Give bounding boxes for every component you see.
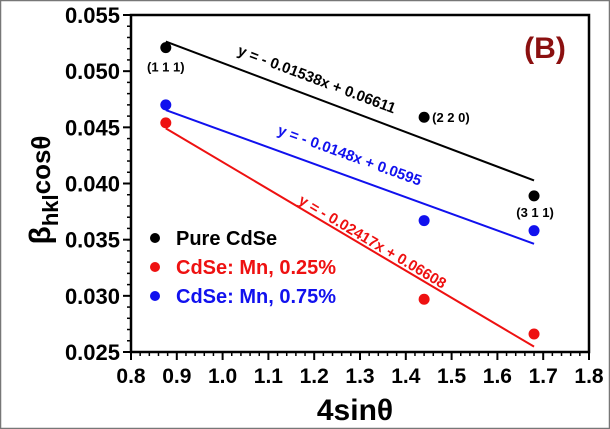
y-tick-label: 0.025 xyxy=(65,340,120,365)
plot-frame xyxy=(129,13,591,354)
data-point xyxy=(528,328,540,340)
legend-label: CdSe: Mn, 0.75% xyxy=(176,286,336,308)
x-tick-label: 0.8 xyxy=(116,365,146,388)
data-point xyxy=(528,190,540,202)
data-point xyxy=(528,225,540,237)
legend-label: Pure CdSe xyxy=(176,228,277,250)
legend-marker xyxy=(150,233,160,243)
data-point xyxy=(160,99,172,111)
x-tick-label: 1.6 xyxy=(483,365,512,388)
x-tick-label: 1.4 xyxy=(391,365,421,388)
x-tick-label: 1.7 xyxy=(529,365,558,388)
data-point xyxy=(160,42,172,54)
panel-label: (B) xyxy=(524,32,566,65)
x-tick-label: 1.0 xyxy=(208,365,237,388)
y-tick-label: 0.055 xyxy=(65,3,120,28)
legend-marker xyxy=(150,291,160,301)
x-axis-label: 4sinθ xyxy=(317,394,393,427)
x-tick-label: 1.3 xyxy=(345,365,374,388)
fit-line xyxy=(165,40,535,182)
x-tick-label: 1.8 xyxy=(574,365,604,388)
legend-label: CdSe: Mn, 0.25% xyxy=(176,257,336,279)
y-axis-label: βhklcosθ xyxy=(24,136,63,245)
point-label: (2 2 0) xyxy=(432,110,470,125)
y-label-subscript: hkl xyxy=(38,194,63,226)
fit-line xyxy=(165,127,535,348)
x-tick-label: 1.5 xyxy=(437,365,467,388)
y-label-cos: cosθ xyxy=(26,136,56,195)
x-tick-label: 1.2 xyxy=(300,365,329,388)
data-point xyxy=(418,293,430,305)
data-point xyxy=(160,117,172,129)
point-label: (1 1 1) xyxy=(147,60,185,75)
svg-text:βhklcosθ: βhklcosθ xyxy=(24,136,63,245)
data-point xyxy=(418,111,430,123)
legend-marker xyxy=(150,262,160,272)
fit-line xyxy=(165,109,535,245)
y-tick-label: 0.035 xyxy=(65,228,120,253)
point-label: (3 1 1) xyxy=(516,205,554,220)
y-tick-label: 0.040 xyxy=(65,172,120,197)
y-tick-label: 0.050 xyxy=(65,59,120,84)
y-tick-label: 0.030 xyxy=(65,284,120,309)
x-tick-label: 0.9 xyxy=(162,365,191,388)
x-tick-label: 1.1 xyxy=(254,365,284,388)
data-point xyxy=(418,215,430,227)
y-tick-label: 0.045 xyxy=(65,115,120,140)
y-label-beta: β xyxy=(24,226,57,244)
